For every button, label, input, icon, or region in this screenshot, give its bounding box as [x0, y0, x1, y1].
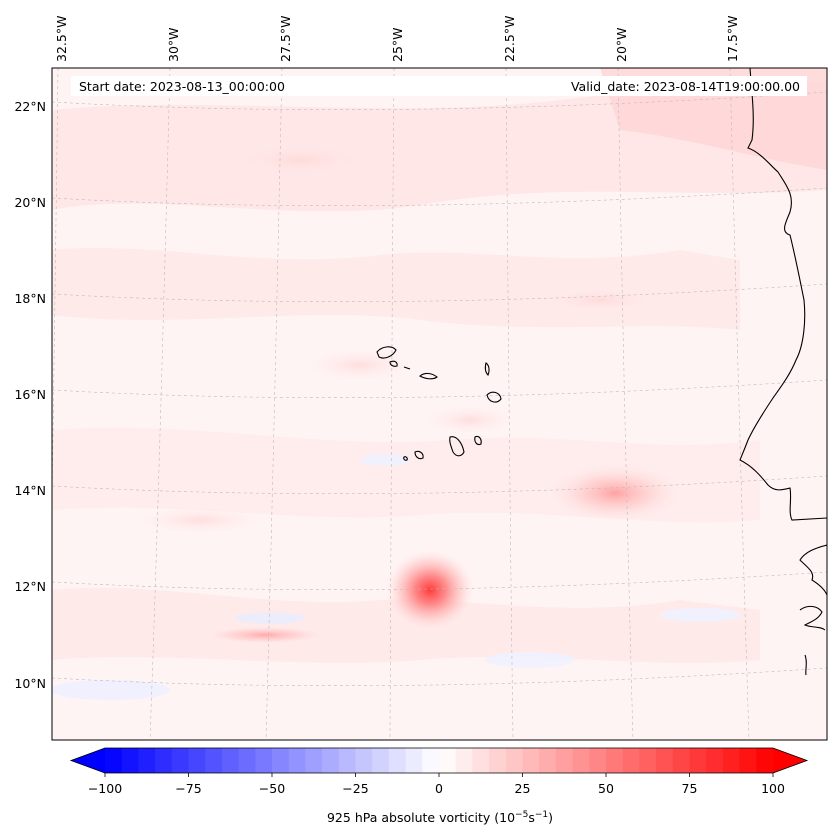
lat-label: 22°N: [14, 99, 46, 114]
colorbar-cell: [205, 748, 223, 773]
island-fogo: [414, 450, 424, 460]
colorbar-cell: [388, 748, 407, 773]
streak-11n-27w: [204, 625, 326, 645]
valid-date-text: Valid_date: 2023-08-14T19:00:00.00: [571, 79, 800, 94]
colorbar-tick-label: 50: [598, 781, 614, 796]
colorbar-tick-label: −75: [175, 781, 201, 796]
latitude-labels: 22°N 20°N 18°N 16°N 14°N 12°N 10°N: [14, 99, 46, 691]
colorbar-cell: [121, 748, 139, 773]
colorbar-cell: [672, 748, 691, 773]
colorbar-cell: [539, 748, 557, 773]
colorbar-cell: [372, 748, 390, 773]
colorbar-cell: [322, 748, 340, 773]
longitude-labels: 32.5°W 30°W 27.5°W 25°W 22.5°W 20°W 17.5…: [54, 16, 740, 62]
colorbar-cell: [522, 748, 540, 773]
colorbar-cell: [689, 748, 707, 773]
lon-label: 27.5°W: [278, 16, 293, 62]
colorbar-cell: [656, 748, 674, 773]
colorbar-max-extend: [773, 748, 807, 773]
colorbar-cell: [606, 748, 624, 773]
colorbar-cell: [756, 748, 774, 773]
colorbar-ticks: −100 −75 −50 −25 0 25 50 75 100: [88, 773, 785, 796]
vorticity-field: [52, 68, 827, 740]
lat-label: 16°N: [14, 387, 46, 402]
lat-label: 18°N: [14, 291, 46, 306]
graticule: [52, 68, 827, 740]
colorbar-tick-label: 100: [761, 781, 785, 796]
colorbar-cell: [305, 748, 323, 773]
lon-label: 25°W: [390, 27, 405, 62]
island-santa-luzia: [403, 366, 411, 370]
colorbar-cell: [505, 748, 524, 773]
lon-label: 17.5°W: [725, 16, 740, 62]
coastline-south: [799, 544, 827, 596]
colorbar-min-extend: [71, 748, 105, 773]
colorbar: −100 −75 −50 −25 0 25 50 75 100 925 hPa absolute…: [69, 747, 809, 825]
colorbar-cell: [555, 748, 574, 773]
island-sal: [484, 362, 490, 376]
lat-label: 12°N: [14, 579, 46, 594]
colorbar-cell: [188, 748, 206, 773]
start-date-text: Start date: 2023-08-13_00:00:00: [79, 79, 285, 94]
colorbar-cell: [238, 748, 256, 773]
colorbar-cell: [405, 748, 423, 773]
colorbar-cell: [105, 748, 123, 773]
colorbar-cell: [288, 748, 306, 773]
colorbar-cell: [272, 748, 290, 773]
colorbar-tick-label: −25: [342, 781, 368, 796]
colorbar-tick-label: 0: [435, 781, 443, 796]
colorbar-cell: [489, 748, 507, 773]
date-banner: Start date: 2023-08-13_00:00:00 Valid_da…: [71, 76, 807, 96]
colorbar-cell: [706, 748, 724, 773]
colorbar-cell: [472, 748, 490, 773]
lon-label: 22.5°W: [502, 16, 517, 62]
colorbar-cell: [338, 748, 357, 773]
colorbar-cell: [639, 748, 657, 773]
colorbar-tick-label: −100: [88, 781, 122, 796]
colorbar-cell: [171, 748, 190, 773]
west-africa-coastline: [739, 68, 827, 521]
colorbar-cells: [105, 748, 774, 773]
island-boa-vista: [486, 391, 502, 403]
colorbar-tick-label: −50: [259, 781, 285, 796]
island-sao-vicente: [389, 360, 398, 367]
lon-label: 20°W: [614, 27, 629, 62]
colorbar-cell: [589, 748, 607, 773]
lat-label: 20°N: [14, 195, 46, 210]
vortex-14n-20w: [547, 464, 683, 522]
island-sao-nicolau: [419, 372, 438, 380]
lat-label: 10°N: [14, 676, 46, 691]
colorbar-tick-label: 75: [682, 781, 698, 796]
map-frame: [51, 67, 828, 741]
colorbar-cell: [155, 748, 173, 773]
island-brava: [403, 456, 408, 461]
colorbar-cell: [622, 748, 640, 773]
colorbar-cell: [439, 748, 457, 773]
island-santo-antao: [376, 346, 397, 359]
colorbar-cell: [255, 748, 273, 773]
colorbar-cell: [455, 748, 473, 773]
coastlines: [376, 68, 827, 676]
lon-label: 32.5°W: [54, 16, 69, 62]
colorbar-cell: [221, 748, 240, 773]
lon-label: 30°W: [166, 27, 181, 62]
colorbar-cell: [355, 748, 373, 773]
vortex-12n-24w: [384, 548, 476, 632]
island-maio: [474, 435, 482, 446]
colorbar-cell: [572, 748, 590, 773]
colorbar-cell: [422, 748, 440, 773]
island-santiago: [449, 436, 465, 457]
colorbar-title: 925 hPa absolute vorticity (10−5s−1): [327, 810, 553, 825]
vorticity-maxima: [204, 464, 683, 645]
colorbar-cell: [138, 748, 156, 773]
colorbar-cell: [722, 748, 741, 773]
lat-label: 14°N: [14, 483, 46, 498]
colorbar-cell: [739, 748, 757, 773]
colorbar-tick-label: 25: [515, 781, 531, 796]
